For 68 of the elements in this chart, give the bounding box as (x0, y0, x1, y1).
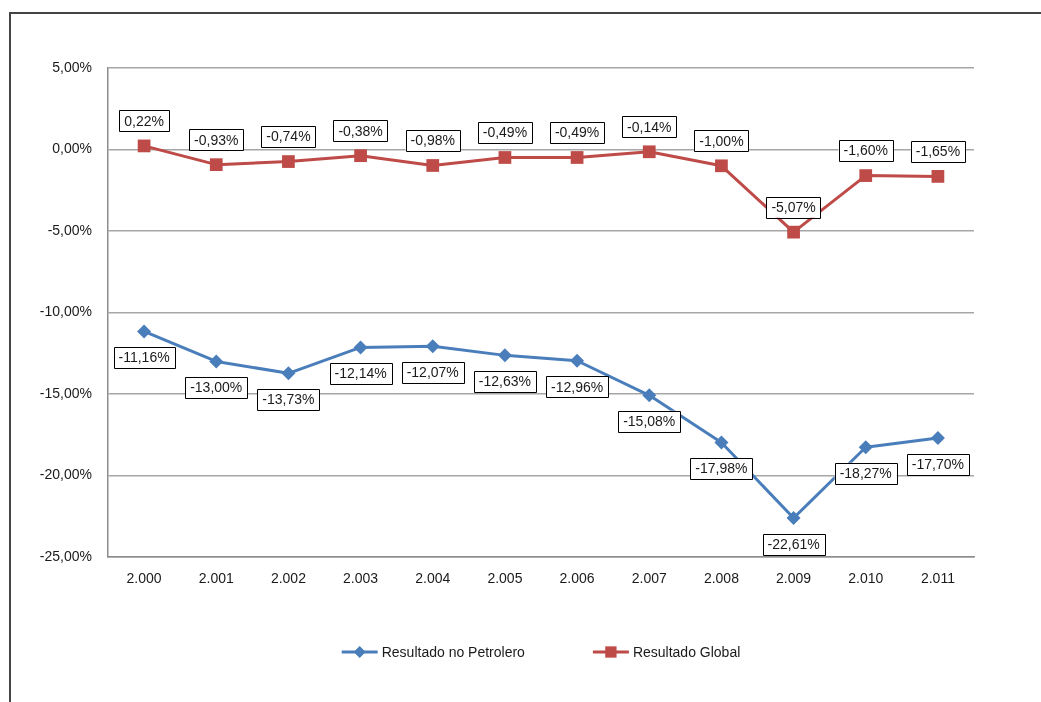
data-label: -22,61% (767, 535, 820, 552)
x-tick-label: 2.004 (415, 570, 451, 587)
y-tick-label: 0,00% (52, 140, 92, 157)
data-label: -0,74% (266, 128, 311, 145)
data-label: -11,16% (118, 349, 170, 366)
y-tick-label: -10,00% (39, 303, 92, 320)
point (714, 435, 729, 450)
point (425, 339, 440, 354)
point (498, 151, 512, 164)
data-label: -12,63% (478, 373, 531, 390)
point (642, 145, 656, 159)
x-tick-label: 2.001 (198, 570, 234, 587)
legend-label: Resultado Global (632, 643, 741, 660)
data-label: -15,08% (623, 413, 676, 430)
x-tick-label: 2.010 (848, 570, 884, 587)
x-tick-label: 2.005 (487, 570, 523, 587)
point (787, 225, 800, 239)
data-label: -0,98% (410, 132, 455, 149)
point (859, 169, 873, 182)
data-label: -0,93% (194, 131, 239, 148)
x-tick-label: 2.008 (703, 570, 740, 587)
point (786, 511, 801, 526)
data-label: -1,00% (699, 132, 744, 149)
point (209, 354, 224, 369)
point (281, 366, 296, 381)
data-label: -1,60% (843, 142, 888, 159)
x-tick-label: 2.011 (920, 570, 956, 587)
y-tick-label: 5,00% (52, 58, 92, 75)
point (931, 170, 945, 183)
data-label: -13,00% (190, 379, 243, 396)
data-label: -5,07% (771, 199, 816, 215)
point (570, 151, 584, 164)
data-label: -12,14% (334, 365, 387, 382)
point (282, 155, 295, 168)
data-label: -0,14% (627, 118, 672, 135)
point (354, 149, 367, 163)
point (930, 431, 945, 446)
legend-label: Resultado no Petrolero (381, 643, 526, 660)
point (353, 340, 368, 355)
x-tick-label: 2.007 (631, 570, 667, 587)
point (715, 159, 728, 173)
y-tick-label: -25,00% (39, 547, 92, 564)
data-label: -17,70% (911, 455, 964, 472)
x-tick-label: 2.003 (343, 570, 379, 587)
data-label: -18,27% (839, 465, 892, 482)
data-label: -1,65% (915, 143, 961, 160)
x-tick-label: 2.009 (776, 570, 812, 587)
point (570, 353, 585, 368)
y-tick-label: -20,00% (39, 466, 92, 483)
data-label: -12,96% (551, 378, 604, 395)
point (209, 158, 223, 172)
data-label: -13,73% (262, 391, 315, 408)
point (642, 388, 657, 403)
x-tick-label: 2.002 (270, 570, 307, 587)
point (497, 348, 512, 363)
data-label: 0,22% (124, 112, 164, 129)
x-tick-label: 2.000 (126, 570, 162, 587)
data-label: -0,49% (554, 124, 600, 141)
point (858, 440, 873, 455)
point (137, 324, 152, 339)
data-label: -0,38% (338, 122, 383, 139)
data-label: -17,98% (695, 460, 748, 477)
x-tick-label: 2.006 (559, 570, 595, 587)
point (426, 159, 440, 172)
data-label: -0,49% (482, 124, 528, 141)
y-tick-label: -5,00% (47, 221, 92, 238)
y-tick-label: -15,00% (39, 384, 92, 401)
data-label: -12,07% (406, 364, 459, 381)
